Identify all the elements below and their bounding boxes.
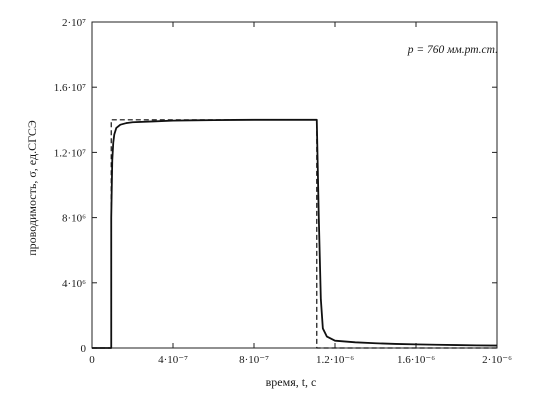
- series-line-dashed: [92, 119, 497, 349]
- plot-frame: [91, 21, 498, 349]
- x-tick-label-0: 0: [89, 354, 95, 366]
- annotation-pressure: p = 760 мм.рт.ст.: [407, 44, 498, 56]
- y-tick-label-4: 1.6·10⁷: [54, 82, 86, 94]
- series-line-solid: [92, 118, 498, 349]
- y-tick-label-0: 0: [81, 343, 87, 355]
- x-tick-label-1: 4·10⁻⁷: [158, 354, 188, 366]
- y-tick-label-1: 4·10⁶: [62, 278, 86, 290]
- plot-layer: 0 4·10⁻⁷ 8·10⁻⁷ 1.2·10⁻⁶ 1.6·10⁻⁶ 2·10⁻⁶ 0 4·10…: [54, 17, 512, 366]
- y-axis-title: проводимость, σ, ед.СГСЭ: [25, 120, 39, 256]
- x-tick-label-4: 1.6·10⁻⁶: [397, 354, 435, 366]
- y-tick-label-5: 2·10⁷: [62, 17, 86, 29]
- x-tick-label-5: 2·10⁻⁶: [482, 354, 512, 366]
- y-tick-label-2: 8·10⁶: [62, 213, 86, 225]
- x-tick-label-2: 8·10⁻⁷: [239, 354, 269, 366]
- x-axis-title: время, t, с: [266, 375, 317, 389]
- x-tick-label-3: 1.2·10⁻⁶: [316, 354, 354, 366]
- y-tick-label-3: 1.2·10⁷: [54, 147, 86, 159]
